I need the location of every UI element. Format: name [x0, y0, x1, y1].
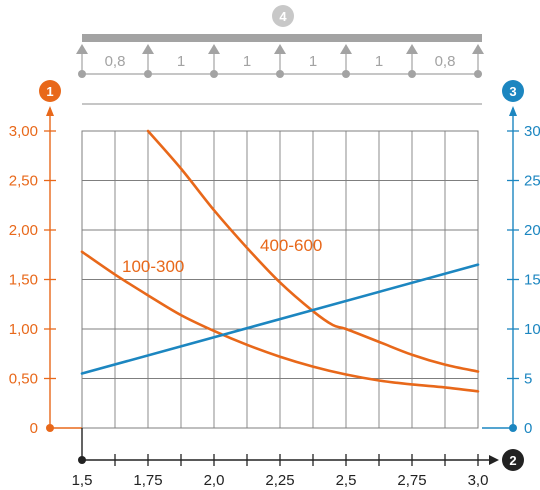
bottom-axis-ticks: 1,5 1,75 2,0 2,25 2,5 2,75 3,0 [72, 454, 489, 489]
beam-support-triangle [340, 44, 352, 54]
right-axis-badge-text: 3 [509, 84, 516, 99]
beam-badge-text: 4 [279, 9, 287, 24]
right-tick-label: 15 [524, 272, 540, 289]
beam-span-label: 0,8 [435, 53, 456, 70]
left-axis-badge-text: 1 [46, 84, 53, 99]
left-tick-label: 2,00 [9, 222, 38, 239]
left-tick-label: 2,50 [9, 173, 38, 190]
left-axis-ticks: 0 0,50 1,00 1,50 2,00 2,50 3,00 [9, 123, 56, 437]
beam-span-label: 1 [243, 53, 251, 70]
bottom-tick-label: 2,5 [336, 472, 357, 489]
bottom-tick-label: 1,75 [133, 472, 162, 489]
beam-support-triangle [274, 44, 286, 54]
right-axis-zero-dot [509, 424, 517, 432]
beam-support-triangle [406, 44, 418, 54]
right-tick-label: 30 [524, 123, 540, 140]
right-axis-ticks: 0 5 10 15 20 25 30 [507, 123, 540, 437]
beam-span-label: 0,8 [105, 53, 126, 70]
beam-diagram: 0,8 1 1 1 1 0,8 [76, 44, 484, 78]
bottom-tick-label: 3,0 [468, 472, 489, 489]
right-axis-arrow [509, 106, 517, 116]
right-tick-label: 5 [524, 371, 532, 388]
left-tick-label: 0,50 [9, 371, 38, 388]
series-line-100-300 [80, 250, 480, 393]
right-tick-label: 25 [524, 173, 540, 190]
beam-support-triangle [208, 44, 220, 54]
beam-support-triangle [472, 44, 484, 54]
right-tick-label: 10 [524, 321, 540, 338]
series-label-100-300: 100-300 [122, 257, 184, 276]
left-tick-label: 1,00 [9, 321, 38, 338]
bottom-tick-label: 2,75 [397, 472, 426, 489]
left-axis-zero-dot [46, 424, 54, 432]
left-axis-badge [39, 80, 61, 102]
left-tick-label: 3,00 [9, 123, 38, 140]
right-tick-label: 0 [524, 420, 532, 437]
left-axis-arrow [46, 106, 54, 116]
series-line-blue-2 [80, 263, 480, 375]
bottom-axis-badge [502, 449, 524, 471]
bottom-axis-arrow [489, 455, 499, 465]
bottom-axis-badge-text: 2 [509, 453, 516, 468]
bottom-tick-label: 1,5 [72, 472, 93, 489]
series-line-400-600 [146, 129, 480, 373]
right-axis-badge [502, 80, 524, 102]
beam-bar [82, 34, 482, 42]
beam-support-triangle [76, 44, 88, 54]
right-tick-label: 20 [524, 222, 540, 239]
bottom-tick-label: 2,25 [265, 472, 294, 489]
series-label-400-600: 400-600 [260, 236, 322, 255]
beam-span-label: 1 [177, 53, 185, 70]
left-tick-label: 1,50 [9, 272, 38, 289]
beam-span-label: 1 [375, 53, 383, 70]
bottom-axis-origin-dot [78, 456, 86, 464]
left-tick-label: 0 [30, 420, 38, 437]
beam-span-label: 1 [309, 53, 317, 70]
beam-badge [272, 5, 294, 27]
beam-support-triangle [142, 44, 154, 54]
grid [81, 130, 479, 429]
bottom-tick-label: 2,0 [204, 472, 225, 489]
series [80, 129, 480, 393]
